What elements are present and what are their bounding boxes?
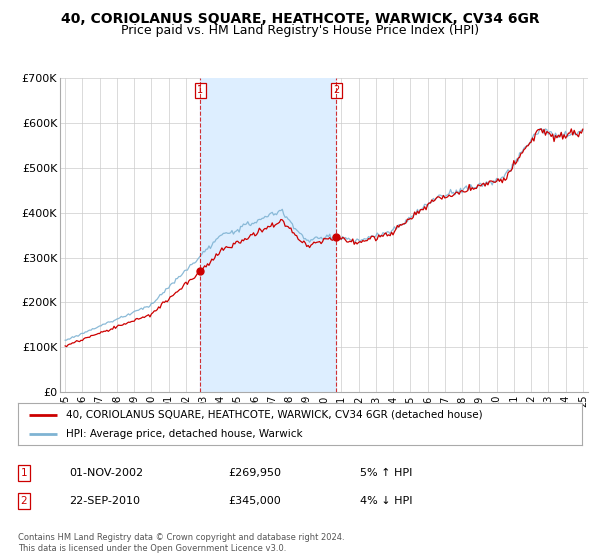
Text: 01-NOV-2002: 01-NOV-2002 — [69, 468, 143, 478]
Text: 2: 2 — [20, 496, 28, 506]
Text: £345,000: £345,000 — [228, 496, 281, 506]
Text: HPI: Average price, detached house, Warwick: HPI: Average price, detached house, Warw… — [66, 429, 302, 439]
Text: 2: 2 — [333, 85, 340, 95]
Text: 22-SEP-2010: 22-SEP-2010 — [69, 496, 140, 506]
Text: £269,950: £269,950 — [228, 468, 281, 478]
Text: 40, CORIOLANUS SQUARE, HEATHCOTE, WARWICK, CV34 6GR: 40, CORIOLANUS SQUARE, HEATHCOTE, WARWIC… — [61, 12, 539, 26]
Text: 5% ↑ HPI: 5% ↑ HPI — [360, 468, 412, 478]
Bar — [200, 78, 337, 392]
Text: 1: 1 — [197, 85, 203, 95]
Text: 4% ↓ HPI: 4% ↓ HPI — [360, 496, 413, 506]
Text: Contains HM Land Registry data © Crown copyright and database right 2024.
This d: Contains HM Land Registry data © Crown c… — [18, 533, 344, 553]
Text: Price paid vs. HM Land Registry's House Price Index (HPI): Price paid vs. HM Land Registry's House … — [121, 24, 479, 36]
Text: 40, CORIOLANUS SQUARE, HEATHCOTE, WARWICK, CV34 6GR (detached house): 40, CORIOLANUS SQUARE, HEATHCOTE, WARWIC… — [66, 409, 482, 419]
Text: 1: 1 — [20, 468, 28, 478]
